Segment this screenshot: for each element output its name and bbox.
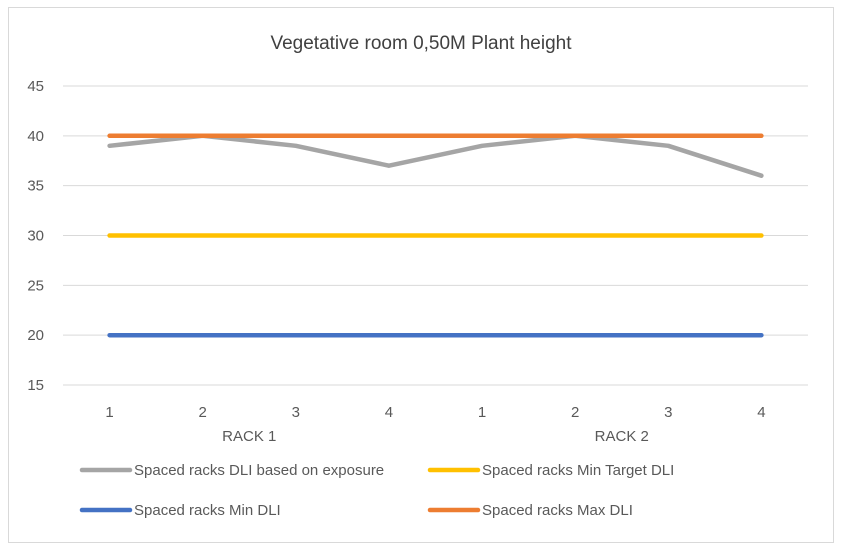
chart-area xyxy=(8,7,834,543)
y-tick-label: 20 xyxy=(27,327,44,344)
series-line-1 xyxy=(107,133,764,178)
y-tick-label: 40 xyxy=(27,128,44,145)
y-tick-label: 30 xyxy=(27,228,44,245)
x-group-label: RACK 2 xyxy=(595,428,649,445)
x-axis-ticks: 1 2 3 4 1 2 3 4 xyxy=(105,404,765,421)
x-tick-label: 4 xyxy=(757,404,765,421)
x-tick-label: 1 xyxy=(478,404,486,421)
y-axis-ticks: 15 20 25 30 35 40 45 xyxy=(27,78,44,394)
x-axis-groups: RACK 1 RACK 2 xyxy=(222,428,649,445)
x-group-label: RACK 1 xyxy=(222,428,276,445)
legend-label: Spaced racks Min DLI xyxy=(134,502,281,519)
x-tick-label: 4 xyxy=(385,404,393,421)
y-tick-label: 35 xyxy=(27,178,44,195)
plot-series xyxy=(107,133,764,338)
x-tick-label: 3 xyxy=(292,404,300,421)
legend-label: Spaced racks Max DLI xyxy=(482,502,633,519)
y-tick-label: 25 xyxy=(27,277,44,294)
x-tick-label: 3 xyxy=(664,404,672,421)
x-tick-label: 2 xyxy=(571,404,579,421)
x-tick-label: 2 xyxy=(199,404,207,421)
legend-label: Spaced racks Min Target DLI xyxy=(482,462,674,479)
legend: Spaced racks DLI based on exposure Spaced… xyxy=(79,462,674,519)
chart-title: Vegetative room 0,50M Plant height xyxy=(270,33,572,54)
y-tick-label: 15 xyxy=(27,377,44,394)
legend-label: Spaced racks DLI based on exposure xyxy=(134,462,384,479)
y-tick-label: 45 xyxy=(27,78,44,95)
x-tick-label: 1 xyxy=(105,404,113,421)
